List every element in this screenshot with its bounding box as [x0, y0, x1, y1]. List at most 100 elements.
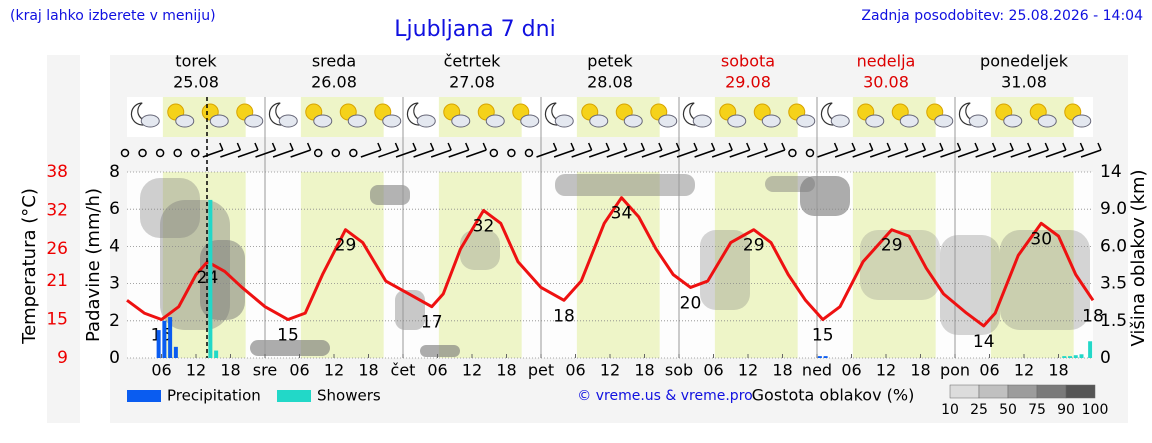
- precip-bar: [823, 356, 828, 358]
- cloud: [692, 114, 712, 128]
- cloud: [796, 114, 816, 128]
- temp-label: 14: [973, 332, 995, 352]
- temp-label: 20: [680, 293, 702, 313]
- calm: [313, 148, 323, 158]
- barb: [1063, 142, 1085, 158]
- day-date: 28.08: [587, 73, 633, 92]
- temperature-line: [126, 196, 1095, 328]
- barb: [852, 142, 874, 158]
- barb: [413, 142, 435, 158]
- precip-bar: [1062, 356, 1067, 358]
- cloud-tick-label: 14: [1100, 162, 1122, 182]
- marks: 15 24 15 29 17 32 18 34 20 29 15 29 14 30 18: [126, 196, 1104, 358]
- scale-tick-label: 25: [970, 402, 988, 418]
- daylight: [300, 172, 384, 358]
- x-tick-label: 18: [220, 361, 240, 380]
- wind-barbs: [120, 142, 1102, 158]
- rain-tick-label: 6: [109, 199, 120, 219]
- calm: [120, 148, 130, 158]
- temp-axis-title: Temperatura (°C): [19, 188, 40, 345]
- temp-label: 32: [473, 216, 495, 236]
- barb: [922, 142, 944, 158]
- x-tick-label: 12: [462, 361, 482, 380]
- calm: [331, 148, 341, 158]
- cloud: [899, 114, 919, 128]
- x-tick-label: 06: [427, 361, 447, 380]
- barb: [975, 142, 997, 158]
- cloud: [313, 114, 333, 128]
- temp-label: 29: [743, 236, 765, 256]
- temp-label: 29: [881, 236, 903, 256]
- x-tick-label: 18: [634, 361, 654, 380]
- x-tick-label: 06: [703, 361, 723, 380]
- x-tick-label: 06: [289, 361, 309, 380]
- scale-tick-label: 75: [1028, 402, 1046, 418]
- barb: [1010, 142, 1032, 158]
- cloud-blob: [460, 230, 500, 270]
- barb: [676, 142, 698, 158]
- barb: [1045, 142, 1067, 158]
- legend-label: Precipitation: [167, 387, 261, 405]
- barb: [588, 142, 610, 158]
- cloud-tick-label: 1.5: [1100, 311, 1127, 331]
- x-tick-label: 06: [565, 361, 585, 380]
- barb: [711, 142, 733, 158]
- precip-bar: [817, 356, 822, 358]
- cloud-blob: [250, 340, 330, 356]
- scale-tick-label: 90: [1057, 402, 1075, 418]
- cloud: [451, 114, 471, 128]
- cloud-blob: [860, 230, 940, 300]
- daylight: [990, 172, 1074, 358]
- calm: [138, 148, 147, 158]
- calm: [173, 148, 182, 158]
- x-tick-label: 12: [324, 361, 344, 380]
- temp-label: 15: [151, 326, 173, 346]
- rain-axis-title: Padavine (mm/h): [83, 188, 104, 342]
- day-date: 29.08: [725, 73, 771, 92]
- calm: [489, 148, 499, 158]
- chart-title: Ljubljana 7 dni: [394, 17, 555, 42]
- grid: [127, 97, 1093, 359]
- precip-bar: [208, 199, 213, 358]
- x-tick-label: 12: [1014, 361, 1034, 380]
- calm: [349, 148, 358, 158]
- barb: [448, 142, 470, 158]
- barb: [430, 142, 452, 158]
- cloud: [1003, 114, 1023, 128]
- temp-tick-label: 32: [46, 200, 68, 220]
- cloud: [175, 114, 195, 128]
- rain-tick-label: 3: [109, 274, 120, 294]
- temp-label: 29: [335, 236, 357, 256]
- barb: [255, 142, 277, 158]
- barb: [764, 142, 786, 158]
- cloud-tick-label: 0: [1100, 348, 1111, 368]
- cloud: [520, 114, 540, 128]
- x-tick-label: 06: [979, 361, 999, 380]
- precip-bar: [162, 320, 167, 358]
- barb: [641, 142, 663, 158]
- barb: [817, 142, 839, 158]
- temp-label: 15: [812, 326, 834, 346]
- temp-label: 18: [1082, 306, 1104, 326]
- barb: [220, 142, 242, 158]
- precip-bar: [1073, 355, 1078, 358]
- x-tick-label: 18: [1048, 361, 1068, 380]
- temp-label: 17: [421, 313, 443, 333]
- barb: [378, 142, 400, 158]
- barb: [536, 142, 558, 158]
- cloud: [416, 114, 436, 128]
- precip-bar: [1079, 354, 1084, 358]
- scale-cell: [949, 384, 980, 399]
- temp-tick-label: 38: [46, 162, 68, 182]
- barb: [237, 142, 259, 158]
- rain-tick-label: 4: [109, 236, 120, 256]
- x-tick-label: 12: [738, 361, 758, 380]
- day-name: sobota: [721, 52, 775, 71]
- temp-label: 18: [553, 306, 575, 326]
- barb: [466, 142, 487, 158]
- barb: [694, 142, 716, 158]
- cloud: [382, 114, 402, 128]
- daylight: [852, 172, 936, 358]
- x-tick-label: 18: [358, 361, 378, 380]
